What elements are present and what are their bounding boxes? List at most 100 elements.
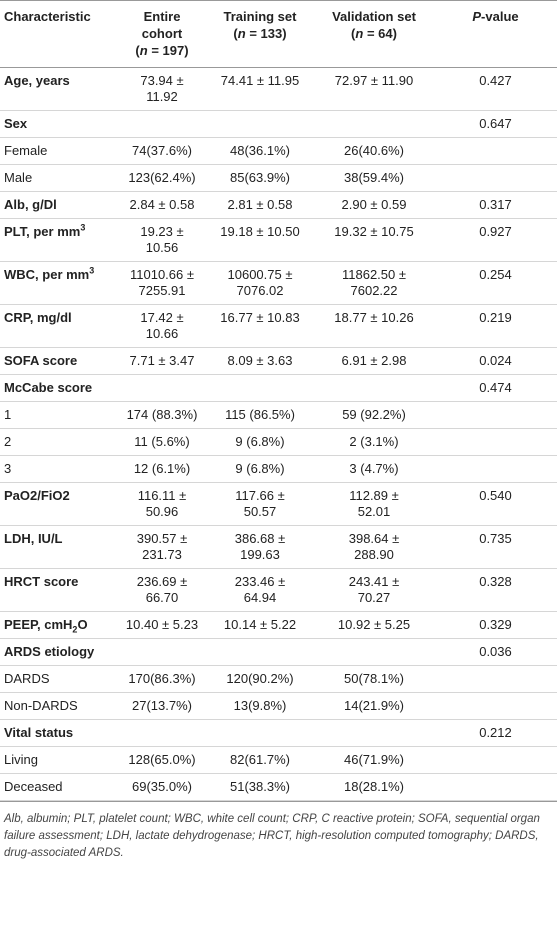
label-text: DARDS xyxy=(4,671,50,686)
cell-text: 50(78.1%) xyxy=(344,671,404,686)
cell-text: 0.329 xyxy=(479,617,512,632)
table-cell xyxy=(118,638,206,666)
table-cell: 50(78.1%) xyxy=(314,665,434,693)
table-cell: 19.23 ± 10.56 xyxy=(118,218,206,262)
table-cell: 17.42 ± 10.66 xyxy=(118,304,206,348)
label-text: Vital status xyxy=(4,725,74,740)
row-label: Alb, g/Dl xyxy=(0,191,118,219)
cell-text: 9 (6.8%) xyxy=(235,434,285,449)
row-label: WBC, per mm3 xyxy=(0,261,118,305)
label-text: PLT, per mm xyxy=(4,224,81,239)
row-label: CRP, mg/dl xyxy=(0,304,118,348)
label-sup: 3 xyxy=(80,222,86,233)
cell-text: 236.69 ± 66.70 xyxy=(136,574,188,605)
cell-text: 112.89 ± 52.01 xyxy=(349,488,399,519)
cell-text: 0.219 xyxy=(479,310,512,325)
table-cell xyxy=(118,719,206,747)
cell-text: 0.474 xyxy=(479,380,512,395)
row-label: ARDS etiology xyxy=(0,638,118,666)
cell-text: 13(9.8%) xyxy=(233,698,287,713)
cell-text: 0.317 xyxy=(479,197,512,212)
table-cell: 2 (3.1%) xyxy=(314,428,434,456)
cell-text: 7.71 ± 3.47 xyxy=(129,353,195,368)
table-cell: 10600.75 ± 7076.02 xyxy=(206,261,314,305)
table-cell: 398.64 ± 288.90 xyxy=(314,525,434,569)
cell-text: 11862.50 ± 7602.22 xyxy=(341,267,406,298)
table-cell: 69(35.0%) xyxy=(118,773,206,801)
table-cell: 117.66 ± 50.57 xyxy=(206,482,314,526)
cell-text: 116.11 ± 50.96 xyxy=(137,488,187,519)
header-line: (n = 64) xyxy=(318,25,430,42)
header-text: ( xyxy=(233,26,238,41)
cell-text: 0.540 xyxy=(479,488,512,503)
table-row: Non-DARDS 27(13.7%) 13(9.8%) 14(21.9%) xyxy=(0,692,557,720)
cell-text: 390.57 ± 231.73 xyxy=(136,531,188,562)
header-line: Training set xyxy=(210,8,310,25)
table-row: Living 128(65.0%) 82(61.7%) 46(71.9%) xyxy=(0,746,557,774)
cell-text: 59 (92.2%) xyxy=(342,407,406,422)
row-label: Age, years xyxy=(0,67,118,111)
table-row: Age, years 73.94 ± 11.92 74.41 ± 11.95 72.9… xyxy=(0,67,557,111)
row-label: 2 xyxy=(0,428,118,456)
cell-text: 117.66 ± 50.57 xyxy=(235,488,285,519)
header-text: Characteristic xyxy=(4,9,91,24)
table-cell xyxy=(118,374,206,402)
table-cell: 0.474 xyxy=(434,374,557,402)
table-cell: 46(71.9%) xyxy=(314,746,434,774)
row-label: LDH, IU/L xyxy=(0,525,118,569)
cell-text: 0.254 xyxy=(479,267,512,282)
table-cell: 0.329 xyxy=(434,611,557,639)
cell-text: 8.09 ± 3.63 xyxy=(227,353,293,368)
table-cell: 72.97 ± 11.90 xyxy=(314,67,434,111)
cell-text: 174 (88.3%) xyxy=(126,407,198,422)
table-cell xyxy=(434,773,557,801)
row-label: HRCT score xyxy=(0,568,118,612)
table-row: 2 11 (5.6%) 9 (6.8%) 2 (3.1%) xyxy=(0,428,557,456)
table-cell: 59 (92.2%) xyxy=(314,401,434,429)
cell-text: 0.212 xyxy=(479,725,512,740)
table-cell: 0.254 xyxy=(434,261,557,305)
table-cell: 2.84 ± 0.58 xyxy=(118,191,206,219)
table-cell xyxy=(434,164,557,192)
table-cell: 0.317 xyxy=(434,191,557,219)
table-cell: 233.46 ± 64.94 xyxy=(206,568,314,612)
header-text: ( xyxy=(351,26,356,41)
table-cell: 0.427 xyxy=(434,67,557,111)
row-label: Non-DARDS xyxy=(0,692,118,720)
cell-text: 11010.66 ± 7255.91 xyxy=(129,267,194,298)
cell-text: 2.90 ± 0.59 xyxy=(341,197,407,212)
table-row: DARDS 170(86.3%) 120(90.2%) 50(78.1%) xyxy=(0,665,557,693)
label-text: 3 xyxy=(4,461,12,476)
table-cell: 0.328 xyxy=(434,568,557,612)
cell-text: 82(61.7%) xyxy=(230,752,290,767)
table-cell: 7.71 ± 3.47 xyxy=(118,347,206,375)
table-cell: 16.77 ± 10.83 xyxy=(206,304,314,348)
cell-text: 17.42 ± 10.66 xyxy=(140,310,184,341)
row-label: Female xyxy=(0,137,118,165)
header-cell: Validation set (n = 64) xyxy=(314,0,434,68)
table-cell: 10.14 ± 5.22 xyxy=(206,611,314,639)
header-row: Characteristic Entire cohort (n = 197) Trai… xyxy=(0,0,557,68)
cell-text: 0.735 xyxy=(479,531,512,546)
cell-text: 12 (6.1%) xyxy=(133,461,191,476)
table-row: PLT, per mm3 19.23 ± 10.56 19.18 ± 10.50 19… xyxy=(0,218,557,262)
label-text: ARDS etiology xyxy=(4,644,95,659)
cell-text: 18.77 ± 10.26 xyxy=(334,310,414,325)
table-row: PEEP, cmH2O 10.40 ± 5.23 10.14 ± 5.22 10.92… xyxy=(0,611,557,639)
header-text: = 197) xyxy=(147,43,189,58)
header-line: Validation set xyxy=(318,8,430,25)
table-cell: 18.77 ± 10.26 xyxy=(314,304,434,348)
header-text: P xyxy=(472,9,482,24)
cell-text: 18(28.1%) xyxy=(344,779,404,794)
table-cell: 0.927 xyxy=(434,218,557,262)
table-cell: 18(28.1%) xyxy=(314,773,434,801)
cell-text: 0.036 xyxy=(479,644,512,659)
table-cell xyxy=(314,110,434,138)
table-row: WBC, per mm3 11010.66 ± 7255.91 10600.75 ±… xyxy=(0,261,557,305)
table-cell xyxy=(434,137,557,165)
table-cell xyxy=(206,719,314,747)
cell-text: 398.64 ± 288.90 xyxy=(348,531,400,562)
cell-text: 74.41 ± 11.95 xyxy=(220,73,300,88)
header-text: Entire cohort xyxy=(141,9,183,41)
